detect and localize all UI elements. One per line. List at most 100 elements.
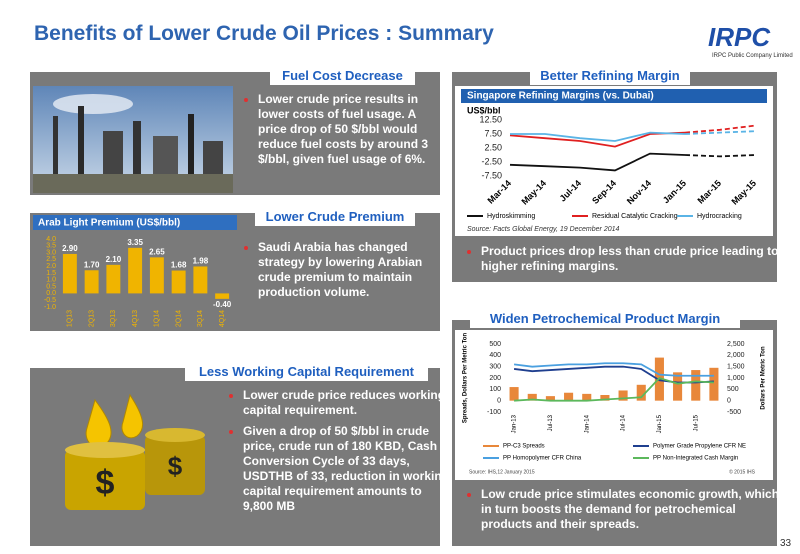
y-axis-title: Spreads, Dollars Per Metric Ton — [463, 333, 469, 424]
logo-subtitle: IRPC Public Company Limited — [712, 53, 793, 59]
y-tick-label: 500 — [489, 341, 501, 348]
line-chart: Singapore Refining Margins (vs. Dubai) US… — [455, 86, 773, 236]
bar — [691, 370, 701, 401]
y-tick-label: -100 — [487, 409, 501, 416]
y-tick-label: 300 — [489, 364, 501, 371]
y-tick-label: 500 — [727, 386, 739, 393]
x-tick-label: 3Q13 — [110, 310, 117, 327]
legend-label: PP Non-Integrated Cash Margin — [653, 456, 738, 462]
bar — [709, 367, 719, 401]
data-label: 2.10 — [106, 255, 122, 264]
legend-label: PP-C3 Spreads — [503, 444, 545, 450]
legend-label: Hydroskimming — [487, 213, 535, 220]
bar — [509, 387, 519, 401]
x-tick-label: Nov-14 — [625, 178, 653, 206]
bar — [62, 253, 77, 294]
line — [684, 130, 756, 135]
x-tick-label: Jul-14 — [558, 178, 583, 203]
bullet: Lower crude price results in lower costs… — [258, 92, 446, 167]
line — [510, 131, 686, 142]
y-tick-label: 200 — [489, 375, 501, 382]
y-tick-label: 400 — [489, 352, 501, 359]
bar — [106, 264, 121, 294]
bullet: Low crude price stimulates economic grow… — [481, 487, 786, 532]
x-tick-label: Jan-14 — [584, 414, 590, 433]
y-tick-label: 2.50 — [484, 142, 502, 152]
x-tick-label: Jul-13 — [548, 414, 554, 431]
source: Source: Facts Global Energy, 19 December… — [467, 226, 620, 233]
slide-title: Benefits of Lower Crude Oil Prices : Sum… — [34, 22, 494, 45]
legend-label: Hydrocracking — [697, 213, 742, 220]
data-label: 1.70 — [84, 260, 100, 269]
bullet: Product prices drop less than crude pric… — [481, 244, 781, 274]
x-tick-label: May-15 — [729, 178, 758, 207]
drum-symbol: $ — [96, 464, 115, 502]
y-tick-label: 4.0 — [46, 236, 56, 243]
chart-header — [461, 89, 767, 103]
x-tick-label: Jan-15 — [657, 414, 663, 433]
legend-label: Polymer Grade Propylene CFR NE — [653, 444, 746, 450]
x-tick-label: Mar-15 — [696, 178, 724, 206]
bar — [215, 293, 230, 299]
panel-header: Fuel Cost Decrease — [270, 67, 415, 85]
line — [514, 376, 714, 402]
y2-axis-title: Dollars Per Metric Ton — [761, 346, 767, 410]
data-label: -0.40 — [213, 300, 232, 309]
y-tick-label: 1,500 — [727, 364, 745, 371]
legend-label: Residual Catalytic Cracking — [592, 213, 678, 220]
y-tick-label: 2,000 — [727, 352, 745, 359]
panel-header: Better Refining Margin — [530, 67, 690, 85]
y-tick-label: 0 — [727, 398, 731, 405]
y-tick-label: 3.0 — [46, 249, 56, 256]
line — [684, 154, 756, 158]
bullet-list: Lower crude price reduces working capita… — [228, 388, 453, 520]
data-label: 2.65 — [149, 247, 165, 256]
x-tick-label: 1Q14 — [154, 310, 161, 327]
panel-header: Less Working Capital Requirement — [185, 363, 428, 381]
x-tick-label: Jul-15 — [693, 414, 699, 431]
data-label: 1.68 — [171, 261, 187, 270]
line — [509, 152, 686, 172]
chart-title: Arab Light Premium (US$/bbl) — [38, 218, 180, 229]
data-label: 2.90 — [62, 244, 78, 253]
bullet-list: Lower crude price results in lower costs… — [243, 92, 446, 173]
bar — [84, 270, 99, 294]
bullet-list: Saudi Arabia has changed strategy by low… — [243, 240, 448, 306]
page-number: 33 — [780, 538, 792, 549]
panel-header: Widen Petrochemical Product Margin — [470, 310, 740, 328]
y-tick-label: 2.5 — [46, 256, 56, 263]
y-tick-label: -500 — [727, 409, 741, 416]
line — [684, 124, 756, 134]
y-tick-label: -0.5 — [44, 297, 56, 304]
copyright: © 2015 IHS — [729, 468, 756, 475]
panel-header: Lower Crude Premium — [255, 208, 415, 226]
source: Source: IHS,12 January 2015 — [469, 469, 535, 475]
y-tick-label: 3.5 — [46, 243, 56, 250]
x-tick-label: Jan-15 — [661, 178, 688, 205]
y-tick-label: -1.0 — [44, 304, 56, 311]
x-tick-label: Jan-13 — [512, 414, 518, 433]
bar — [545, 396, 555, 401]
y-tick-label: 12.50 — [479, 114, 502, 124]
line — [513, 365, 714, 384]
y-axis-title: US$/bbl — [467, 105, 501, 115]
data-label: 3.35 — [127, 238, 143, 247]
x-tick-label: Sep-14 — [590, 178, 618, 206]
x-tick-label: 2Q14 — [175, 310, 182, 327]
x-tick-label: 2Q13 — [88, 310, 95, 327]
drum-symbol: $ — [168, 451, 183, 481]
line — [509, 131, 686, 148]
bullet-list: Product prices drop less than crude pric… — [466, 244, 781, 280]
chart-header — [33, 215, 237, 230]
oil-drums-image: $ $ — [65, 393, 205, 510]
y-tick-label: 2,500 — [727, 341, 745, 348]
y-tick-label: -7.50 — [481, 170, 502, 180]
bar — [582, 393, 592, 401]
x-tick-label: 3Q14 — [197, 310, 204, 327]
bar — [636, 384, 646, 401]
y-tick-label: 100 — [489, 386, 501, 393]
bar — [527, 393, 537, 401]
legend-label: PP Homopolymer CFR China — [503, 456, 582, 462]
bullet: Lower crude price reduces working capita… — [243, 388, 453, 418]
